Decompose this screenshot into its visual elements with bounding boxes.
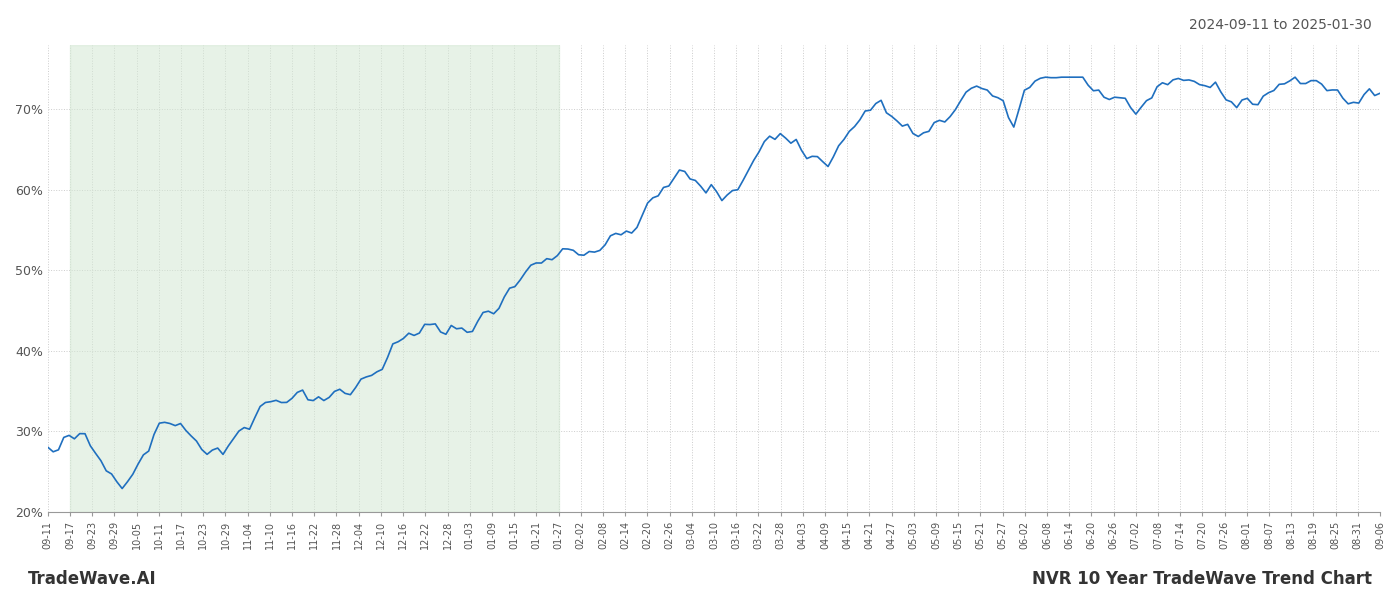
Text: NVR 10 Year TradeWave Trend Chart: NVR 10 Year TradeWave Trend Chart — [1032, 570, 1372, 588]
Text: TradeWave.AI: TradeWave.AI — [28, 570, 157, 588]
Text: 2024-09-11 to 2025-01-30: 2024-09-11 to 2025-01-30 — [1189, 18, 1372, 32]
Bar — [70, 45, 559, 512]
